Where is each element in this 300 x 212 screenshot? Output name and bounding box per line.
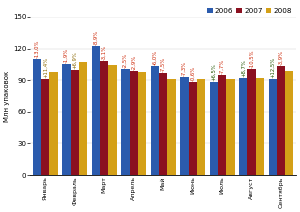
Bar bbox=[70, 70, 79, 175]
Text: -3,1%: -3,1% bbox=[102, 45, 107, 60]
Bar bbox=[92, 46, 100, 175]
Bar bbox=[218, 75, 226, 175]
Bar bbox=[269, 79, 277, 175]
Bar bbox=[188, 82, 197, 175]
Bar bbox=[248, 68, 256, 175]
Text: -7,7%: -7,7% bbox=[220, 59, 225, 74]
Bar bbox=[50, 72, 58, 175]
Text: -1,9%: -1,9% bbox=[64, 48, 69, 63]
Bar bbox=[239, 78, 248, 175]
Text: -13,0%: -13,0% bbox=[34, 40, 40, 58]
Y-axis label: Млн упаковок: Млн упаковок bbox=[4, 70, 10, 122]
Bar bbox=[159, 73, 167, 175]
Legend: 2006, 2007, 2008: 2006, 2007, 2008 bbox=[204, 5, 295, 17]
Bar bbox=[121, 68, 130, 175]
Bar bbox=[180, 77, 188, 175]
Text: +8,7%: +8,7% bbox=[241, 59, 246, 77]
Bar bbox=[277, 66, 285, 175]
Text: +6,9%: +6,9% bbox=[72, 51, 77, 68]
Bar bbox=[108, 65, 117, 175]
Text: -0,6%: -0,6% bbox=[190, 66, 195, 81]
Bar bbox=[167, 79, 175, 175]
Bar bbox=[79, 62, 87, 175]
Text: -3,9%: -3,9% bbox=[279, 50, 283, 65]
Bar bbox=[33, 59, 41, 175]
Text: +12,5%: +12,5% bbox=[270, 57, 275, 78]
Bar bbox=[130, 71, 138, 175]
Text: -2,9%: -2,9% bbox=[131, 54, 136, 70]
Text: -6,0%: -6,0% bbox=[152, 50, 158, 65]
Text: -7,3%: -7,3% bbox=[182, 61, 187, 76]
Bar bbox=[62, 64, 70, 175]
Text: +11,4%: +11,4% bbox=[43, 57, 48, 78]
Text: +6,5%: +6,5% bbox=[212, 63, 216, 81]
Text: -7,5%: -7,5% bbox=[161, 57, 166, 72]
Bar bbox=[138, 72, 146, 175]
Text: -2,5%: -2,5% bbox=[123, 52, 128, 67]
Bar bbox=[151, 66, 159, 175]
Bar bbox=[256, 78, 264, 175]
Bar bbox=[41, 79, 50, 175]
Bar bbox=[197, 79, 205, 175]
Bar bbox=[210, 82, 218, 175]
Bar bbox=[226, 79, 235, 175]
Bar bbox=[285, 71, 293, 175]
Text: -8,9%: -8,9% bbox=[93, 30, 98, 45]
Bar bbox=[100, 61, 108, 175]
Text: -10,5%: -10,5% bbox=[249, 49, 254, 67]
